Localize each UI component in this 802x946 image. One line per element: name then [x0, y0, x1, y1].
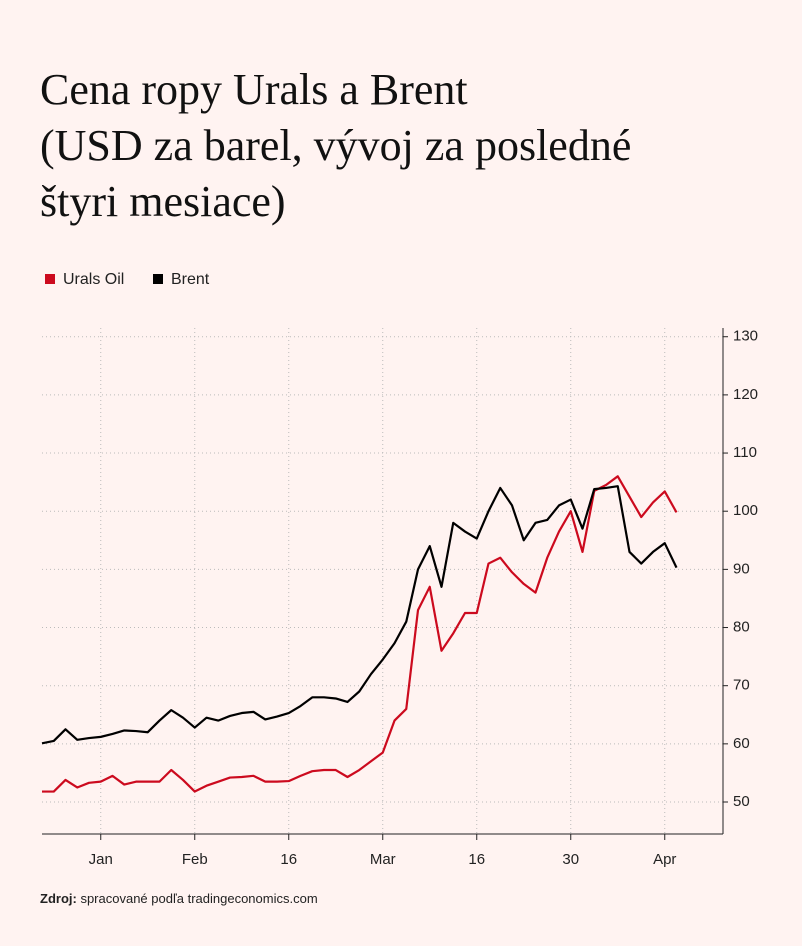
x-tick-label: Apr: [653, 851, 676, 868]
x-tick-label: 30: [562, 851, 579, 868]
y-tick-label: 130: [733, 328, 758, 345]
x-tick-label: Mar: [370, 851, 396, 868]
y-tick-label: 120: [733, 386, 758, 403]
x-tick-label: Feb: [182, 851, 208, 868]
series-line: [42, 475, 678, 793]
series-line: [41, 485, 678, 745]
source-text: spracované podľa tradingeconomics.com: [80, 891, 317, 906]
y-tick-label: 90: [733, 560, 750, 577]
legend-swatch: [153, 274, 163, 284]
y-tick-label: 110: [733, 444, 757, 461]
legend-swatch: [45, 274, 55, 284]
legend-label: Urals Oil: [63, 271, 124, 288]
chart-subtitle: (USD za barel, vývoj za posledné štyri m…: [40, 121, 632, 226]
x-tick-label: 16: [468, 851, 485, 868]
x-tick-label: Jan: [89, 851, 113, 868]
source-label: Zdroj:: [40, 891, 77, 906]
y-tick-label: 70: [733, 677, 750, 694]
x-tick-label: 16: [280, 851, 297, 868]
source: Zdroj: spracované podľa tradingeconomics…: [40, 891, 318, 906]
y-tick-label: 60: [733, 735, 750, 752]
title-block: Cena ropy Urals a Brent (USD za barel, v…: [40, 62, 720, 230]
y-tick-label: 100: [733, 502, 758, 519]
chart-title: Cena ropy Urals a Brent: [40, 65, 468, 114]
y-tick-label: 80: [733, 618, 750, 635]
y-tick-label: 50: [733, 793, 750, 810]
legend-label: Brent: [171, 271, 210, 288]
